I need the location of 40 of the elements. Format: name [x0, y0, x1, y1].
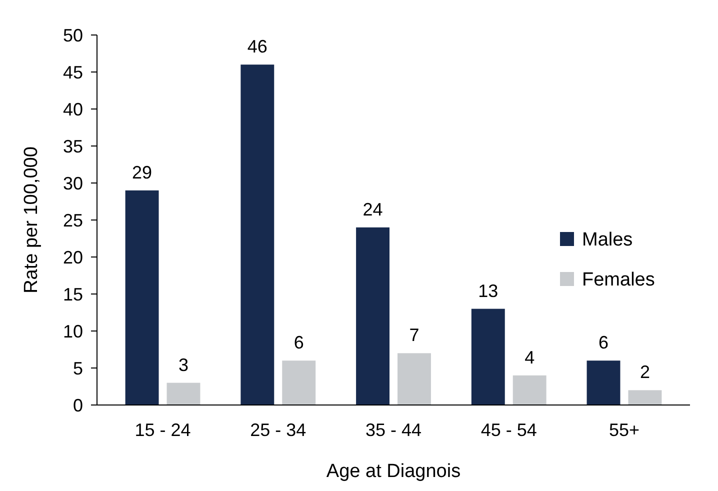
legend-label: Females	[582, 270, 655, 291]
y-tick-label: 5	[72, 358, 83, 378]
x-tick-label: 35 - 44	[365, 420, 422, 440]
y-tick-label: 15	[62, 284, 83, 304]
legend-label: Males	[582, 230, 633, 251]
data-label: 3	[178, 354, 188, 375]
y-tick-label: 35	[62, 136, 83, 156]
y-tick-label: 0	[72, 395, 83, 416]
data-label: 6	[294, 332, 304, 353]
bar	[628, 390, 662, 405]
x-tick-label: 45 - 54	[480, 420, 537, 440]
bar	[282, 360, 316, 405]
y-tick-label: 40	[62, 99, 83, 120]
data-label: 6	[598, 332, 609, 353]
x-tick-label: 15 - 24	[134, 420, 191, 440]
data-label: 24	[362, 199, 383, 220]
bar	[586, 360, 620, 405]
data-label: 13	[478, 280, 498, 301]
y-tick-label: 20	[62, 247, 83, 268]
bar	[166, 382, 200, 405]
y-axis-title: Rate per 100,000	[21, 146, 42, 294]
data-label: 46	[247, 36, 268, 57]
y-tick-label: 10	[62, 321, 83, 342]
bar	[356, 227, 390, 405]
y-tick-label: 25	[62, 210, 83, 230]
data-label: 4	[524, 347, 535, 368]
x-axis-title: Age at Diagnois	[326, 461, 461, 482]
bar	[398, 353, 431, 405]
y-tick-label: 45	[62, 62, 83, 82]
x-tick-label: 25 - 34	[250, 420, 306, 440]
bar	[125, 190, 159, 405]
y-tick-label: 30	[62, 173, 83, 194]
bar	[471, 308, 505, 405]
data-label: 29	[132, 162, 152, 182]
bar	[512, 375, 546, 405]
data-label: 7	[409, 325, 420, 346]
y-tick-label: 50	[62, 25, 83, 46]
bar	[240, 64, 274, 405]
x-tick-label: 55+	[608, 420, 640, 440]
data-label: 2	[640, 362, 650, 382]
